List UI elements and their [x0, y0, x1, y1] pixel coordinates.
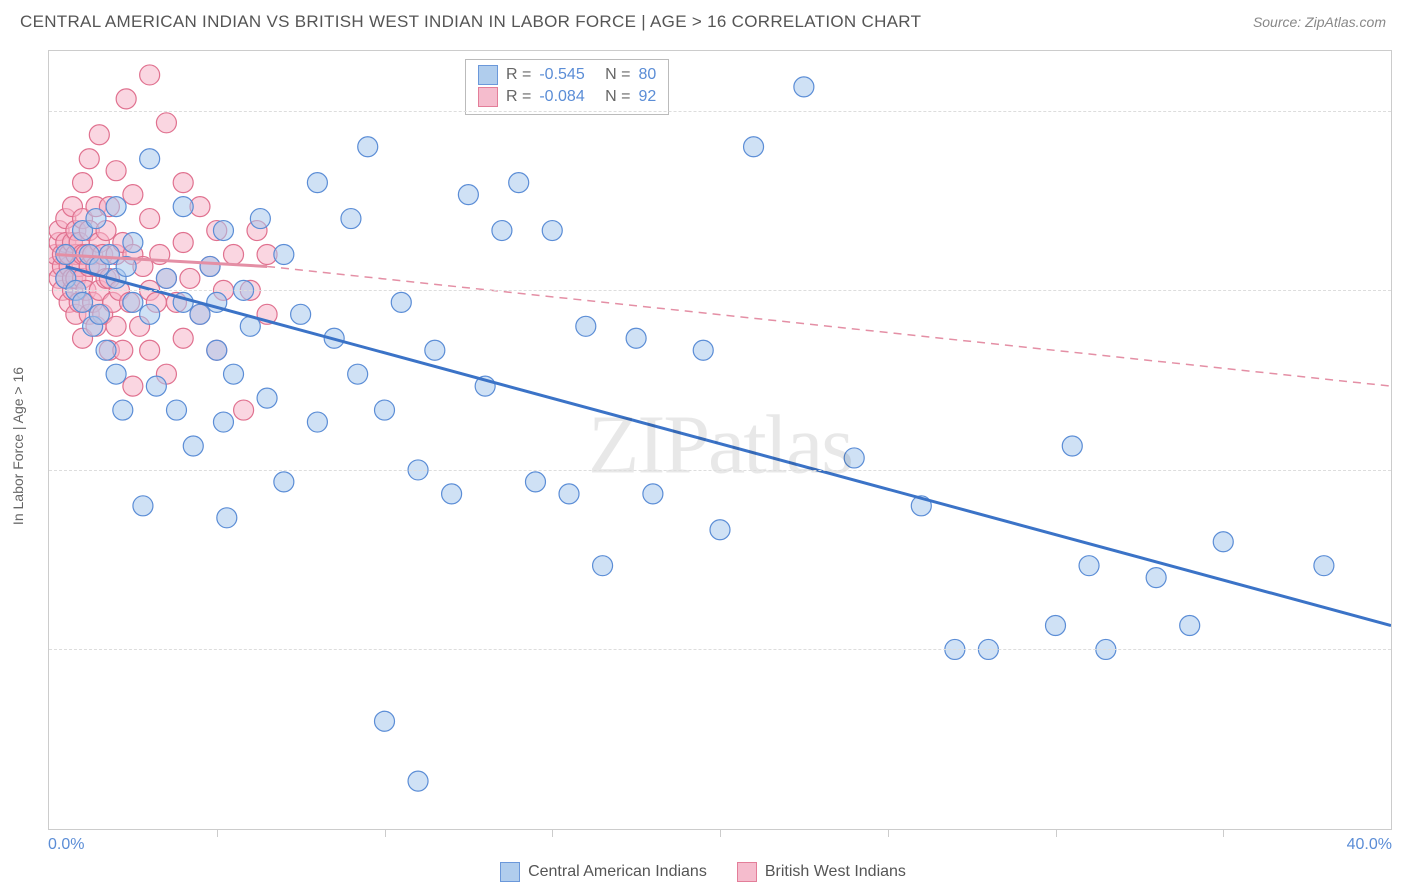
- chart-title: CENTRAL AMERICAN INDIAN VS BRITISH WEST …: [20, 12, 921, 32]
- r-label: R =: [506, 64, 531, 86]
- scatter-svg: [49, 51, 1391, 829]
- legend-item-pink: British West Indians: [737, 862, 906, 882]
- y-axis-label: In Labor Force | Age > 16: [10, 367, 26, 525]
- y-tick-label: 65.0%: [1401, 281, 1406, 299]
- chart-header: CENTRAL AMERICAN INDIAN VS BRITISH WEST …: [0, 0, 1406, 41]
- y-tick-label: 35.0%: [1401, 640, 1406, 658]
- correlation-legend: R = -0.545 N = 80 R = -0.084 N = 92: [465, 59, 669, 115]
- legend-item-blue: Central American Indians: [500, 862, 707, 882]
- legend-row-blue: R = -0.545 N = 80: [478, 64, 656, 86]
- r-label: R =: [506, 86, 531, 108]
- x-max-label: 40.0%: [1347, 836, 1392, 854]
- legend-row-pink: R = -0.084 N = 92: [478, 86, 656, 108]
- legend-label: Central American Indians: [528, 863, 707, 881]
- swatch-blue-icon: [478, 65, 498, 85]
- legend-label: British West Indians: [765, 863, 906, 881]
- swatch-pink-icon: [737, 862, 757, 882]
- swatch-pink-icon: [478, 87, 498, 107]
- n-label: N =: [605, 86, 630, 108]
- chart-source: Source: ZipAtlas.com: [1253, 14, 1386, 30]
- x-min-label: 0.0%: [48, 836, 84, 854]
- n-value: 80: [639, 64, 657, 86]
- y-tick-label: 80.0%: [1401, 102, 1406, 120]
- n-label: N =: [605, 64, 630, 86]
- series-legend: Central American Indians British West In…: [0, 862, 1406, 882]
- r-value: -0.545: [539, 64, 584, 86]
- chart-plot-area: ZIPatlas R = -0.545 N = 80 R = -0.084 N …: [48, 50, 1392, 830]
- n-value: 92: [639, 86, 657, 108]
- y-tick-label: 50.0%: [1401, 461, 1406, 479]
- r-value: -0.084: [539, 86, 584, 108]
- swatch-blue-icon: [500, 862, 520, 882]
